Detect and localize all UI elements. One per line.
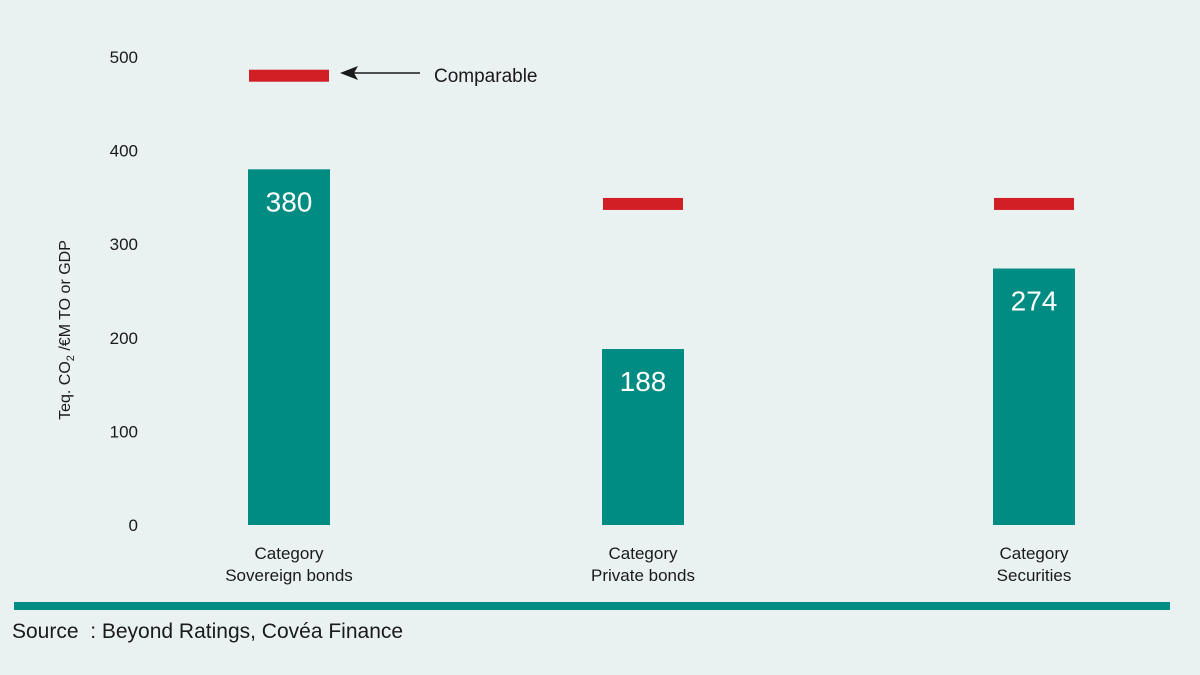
y-tick-label: 0 [129, 516, 138, 535]
bars: 380 188 274 [248, 169, 1075, 525]
y-tick-label: 300 [110, 235, 138, 254]
comparable-markers [249, 69, 1074, 210]
data-label: 188 [620, 366, 667, 397]
bar [602, 349, 684, 525]
y-tick-label: 100 [110, 422, 138, 441]
y-tick-label: 400 [110, 142, 138, 161]
annotation-label: Comparable [434, 66, 538, 87]
category-label: Securities [997, 566, 1072, 585]
category-label: Category [609, 544, 678, 563]
y-axis-label: Teq. CO2 /€M TO or GDP [57, 240, 77, 420]
footer-divider [14, 602, 1170, 610]
comparable-marker [603, 197, 683, 210]
bar [993, 268, 1075, 525]
y-tick-label: 500 [110, 48, 138, 67]
comparable-marker [249, 69, 329, 82]
data-label: 380 [266, 186, 313, 217]
arrow-head-icon [340, 66, 358, 80]
data-label: 274 [1011, 286, 1058, 317]
y-axis-ticks: 0 100 200 300 400 500 [110, 48, 138, 535]
category-labels: Category Sovereign bonds Category Private b… [225, 544, 1071, 585]
category-label: Sovereign bonds [225, 566, 353, 585]
comparable-marker [994, 197, 1074, 210]
comparable-annotation: Comparable [340, 66, 538, 87]
category-label: Category [255, 544, 324, 563]
y-tick-label: 200 [110, 329, 138, 348]
source-note: Source : Beyond Ratings, Covéa Finance [12, 620, 404, 643]
bar [248, 169, 330, 525]
category-label: Category [1000, 544, 1069, 563]
category-label: Private bonds [591, 566, 695, 585]
